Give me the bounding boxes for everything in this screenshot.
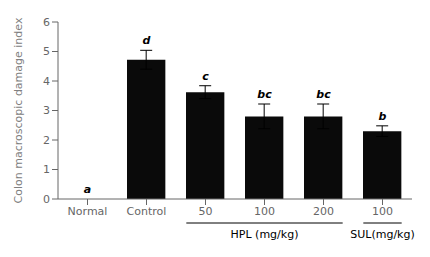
svg-text:3: 3 <box>43 104 50 117</box>
svg-text:6: 6 <box>43 16 50 29</box>
svg-text:bc: bc <box>316 88 331 101</box>
svg-text:bc: bc <box>257 88 272 101</box>
svg-text:c: c <box>202 70 209 83</box>
svg-text:100: 100 <box>254 205 275 218</box>
svg-text:5: 5 <box>43 45 50 58</box>
svg-text:a: a <box>84 183 91 196</box>
svg-text:100: 100 <box>372 205 393 218</box>
svg-text:HPL (mg/kg): HPL (mg/kg) <box>231 228 299 241</box>
svg-text:d: d <box>143 34 151 47</box>
svg-text:4: 4 <box>43 75 50 88</box>
svg-text:0: 0 <box>43 193 50 206</box>
svg-text:Control: Control <box>127 205 167 218</box>
svg-text:1: 1 <box>43 163 50 176</box>
svg-text:Colon macroscopic damage index: Colon macroscopic damage index <box>12 17 25 203</box>
svg-text:2: 2 <box>43 134 50 147</box>
svg-text:b: b <box>379 110 387 123</box>
svg-text:200: 200 <box>313 205 334 218</box>
svg-text:Normal: Normal <box>68 205 108 218</box>
svg-text:SUL(mg/kg): SUL(mg/kg) <box>350 228 415 241</box>
svg-text:50: 50 <box>199 205 213 218</box>
